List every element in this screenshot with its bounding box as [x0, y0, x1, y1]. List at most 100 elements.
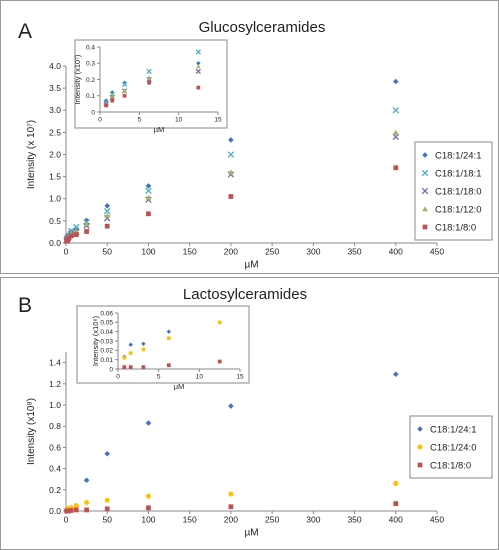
chart-b-legend: [409, 415, 493, 479]
chart-b-legend-label: C18:1/24:0: [430, 443, 476, 454]
chart-a-legend-marker-stroke-b: [421, 169, 429, 177]
panel-a-title: Glucosylceramides: [199, 19, 326, 36]
chart-a-legend-label: C18:1/8:0: [435, 223, 476, 234]
chart-b-point-C18:1/24:1: [228, 403, 234, 409]
chart-a-inset-y-tick-label: 0.1: [86, 93, 95, 100]
chart-a-main-x-tick-label: 250: [265, 247, 279, 257]
chart-b-main-x-tick-label: 150: [183, 515, 197, 525]
chart-a-inset-point-C18:1/8:0: [110, 98, 115, 103]
chart-b-inset-point-C18:1/24:0: [217, 320, 222, 325]
chart-a-legend-marker: [421, 169, 429, 177]
chart-a-main-y-tick-label: 1.5: [49, 172, 61, 182]
chart-a-inset-x-tick-label: 15: [214, 117, 222, 124]
chart-a-point-C18:1/24:1: [145, 183, 152, 189]
chart-a-main-y-axis-label: Intensity (x 10⁷): [26, 120, 37, 189]
chart-a-inset-x-tick-label: 0: [98, 117, 102, 124]
chart-a-main-x-tick-label: 450: [430, 247, 444, 257]
chart-b-legend-label: C18:1/8:0: [430, 461, 471, 472]
chart-b-point-C18:1/24:1: [145, 420, 152, 426]
chart-a: 0 50 100 150 200 250 300 350 400 4500.00.51.01.52…: [26, 39, 493, 271]
chart-b-point-C18:1/24:0: [104, 497, 110, 503]
chart-b-inset-x-axis-label: µM: [174, 382, 185, 391]
chart-a-point-C18:1/18:1-stroke-b: [103, 207, 111, 215]
chart-b-main-x-tick-label: 400: [389, 515, 403, 525]
chart-a-inset-point-C18:1/24:1: [196, 61, 201, 66]
chart-a-point-C18:1/8:0: [228, 194, 234, 199]
chart-a-point-C18:1/18:0: [392, 133, 400, 141]
chart-b-point-C18:1/8:0: [73, 507, 79, 513]
chart-a-main-x-tick-label: 150: [183, 247, 197, 257]
chart-a-point-C18:1/8:0: [393, 165, 399, 171]
chart-b-inset-y-tick-label: 0.05: [100, 320, 113, 327]
chart-a-point-C18:1/18:1: [103, 207, 111, 215]
chart-a-legend-label: C18:1/24:1: [435, 151, 481, 162]
chart-a-legend-marker: [422, 206, 428, 212]
chart-a-point-C18:1/18:1: [73, 223, 80, 231]
chart-a-inset-x-tick-label: 5: [138, 117, 142, 124]
chart-a-inset-point-C18:1/18:0-stroke-b: [195, 68, 201, 75]
chart-a-main-y-tick-label: 0.5: [49, 216, 61, 226]
chart-b-point-C18:1/8:0: [68, 508, 74, 513]
chart-a-point-C18:1/12:0: [228, 169, 234, 175]
chart-b-point-C18:1/8:0: [146, 505, 151, 511]
chart-a-inset-point-C18:1/8:0: [104, 103, 109, 108]
chart-b-inset-x-tick-label: 15: [236, 374, 244, 381]
chart-b-main-y-tick-label: 0.4: [49, 464, 61, 474]
chart-b-point-C18:1/8:0: [66, 508, 71, 514]
chart-a-main-x-tick-label: 350: [347, 247, 361, 257]
chart-a-inset-point-C18:1/18:1-stroke-b: [121, 81, 128, 88]
chart-a-point-C18:1/18:1-stroke-b: [392, 106, 400, 114]
chart-a-inset-x-axis-label: µM: [154, 125, 165, 134]
chart-a-legend-label: C18:1/12:0: [435, 205, 481, 216]
chart-a-point-C18:1/18:0-stroke-b: [392, 133, 400, 141]
chart-b-inset-point-C18:1/8:0: [166, 363, 171, 368]
chart-a-point-C18:1/12:0: [392, 129, 399, 135]
chart-b-inset-y-axis-label: Intensity (x10⁸): [91, 315, 100, 366]
chart-b-main-x-tick-label: 0: [64, 515, 69, 525]
chart-a-inset-point-C18:1/18:1: [146, 68, 152, 75]
chart-a-point-C18:1/12:0: [73, 228, 80, 234]
chart-a-point-C18:1/18:1-stroke-b: [145, 187, 152, 195]
chart-b-inset-y-tick-label: 0.03: [100, 338, 113, 345]
chart-b-inset-x-tick-label: 10: [196, 374, 204, 381]
chart-b-main-x-tick-label: 350: [347, 515, 361, 525]
chart-b-inset-y-tick-label: 0.04: [100, 329, 113, 336]
chart-a-main-x-tick-label: 200: [224, 247, 238, 257]
chart-b-main-y-tick-label: 0.6: [49, 442, 61, 452]
chart-a-point-C18:1/8:0: [73, 232, 79, 237]
chart-b-point-C18:1/8:0: [393, 501, 399, 506]
chart-a-legend-label: C18:1/18:1: [435, 169, 481, 180]
chart-b-inset-x-tick-label: 5: [157, 374, 161, 381]
chart-a-main-x-tick-label: 300: [306, 247, 320, 257]
panel-a-letter: A: [18, 20, 32, 43]
chart-a-main-x-tick-label: 100: [141, 247, 155, 257]
chart-b-point-C18:1/8:0: [228, 504, 234, 510]
chart-b-inset-y-tick-label: 0: [109, 366, 113, 373]
chart-a-inset-y-tick-label: 0.2: [86, 77, 95, 84]
chart-a-inset-y-axis-label: Intensity (x10⁷): [73, 54, 82, 104]
chart-b-point-C18:1/8:0: [84, 507, 89, 513]
chart-a-point-C18:1/24:1: [392, 78, 399, 85]
chart-b-main-y-tick-label: 0.0: [49, 506, 61, 516]
chart-a-inset-point-C18:1/18:0: [195, 68, 201, 75]
chart-b-main-x-tick-label: 100: [141, 515, 155, 525]
chart-b-main-x-tick-label: 300: [306, 515, 320, 525]
chart-a-point-C18:1/18:1: [392, 106, 400, 114]
chart-b-inset-point-C18:1/24:1: [128, 342, 133, 347]
chart-b-main-y-axis-label: Intensity (x10⁸): [26, 398, 37, 465]
chart-b-point-C18:1/24:1: [392, 371, 399, 378]
chart-b-inset: 0 5 10 15 0 0.01 0.02 0.03 0.04 0.05 0.06 µM Intensi…: [91, 310, 244, 391]
chart-a-main-y-tick-label: 3.5: [49, 83, 61, 93]
chart-b-inset-point-C18:1/24:1: [166, 329, 172, 334]
chart-a-point-C18:1/8:0: [84, 229, 89, 234]
chart-a-point-C18:1/24:1: [83, 217, 90, 224]
chart-a-inset-point-C18:1/8:0: [122, 93, 127, 98]
chart-a-main-y-tick-label: 1.0: [49, 194, 61, 204]
chart-a-legend-marker: [422, 224, 428, 230]
chart-b-point-C18:1/24:1: [83, 477, 90, 484]
chart-b-main-y-tick-label: 0.2: [49, 485, 61, 495]
chart-a-inset-point-C18:1/8:0: [147, 80, 152, 85]
panel-b-title: Lactosylceramides: [183, 286, 307, 303]
chart-b-inset-point-C18:1/24:1: [141, 341, 146, 346]
chart-a-point-C18:1/12:0: [83, 221, 90, 227]
